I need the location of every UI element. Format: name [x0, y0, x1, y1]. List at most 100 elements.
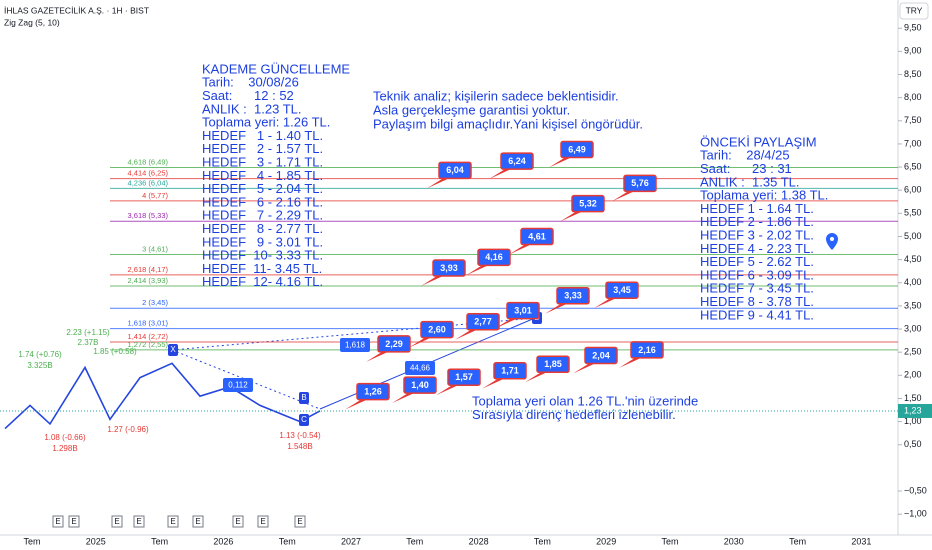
- update-note: HEDEF 8 - 2.77 TL.: [202, 221, 323, 236]
- target-callout: [500, 152, 534, 170]
- target-callout-label: 2,60: [428, 324, 446, 334]
- y-tick-label: 7,00: [904, 138, 922, 148]
- update-note: KADEME GÜNCELLEME: [202, 61, 350, 76]
- pivot-label: 2.37B: [78, 338, 99, 347]
- target-callout: [403, 376, 437, 394]
- callout-tail: [482, 378, 504, 389]
- event-marker-label: E: [55, 517, 60, 526]
- pivot-label: 1.08 (-0.66): [44, 433, 86, 442]
- target-callout: [571, 194, 605, 213]
- plot-layer: 4,618 (6,49) 4,414 (6,25)4,236 (6,04) 4 (5…: [0, 23, 932, 546]
- target-callout-label: 2,29: [385, 339, 403, 349]
- previous-note: HEDEF 6 - 3.09 TL.: [700, 267, 814, 282]
- target-callout: [493, 362, 527, 380]
- x-tick-label: Tem: [661, 536, 678, 546]
- update-note: HEDEF 5 - 2.04 TL.: [202, 181, 323, 196]
- event-marker[interactable]: [232, 515, 244, 528]
- event-marker[interactable]: [192, 515, 204, 528]
- pattern-point-box: [299, 414, 309, 426]
- pivot-label: 1.74 (+0.76): [18, 350, 62, 359]
- target-callout: [477, 248, 511, 267]
- chart-title: İHLAS GAZETECİLİK A.Ş. · 1H · BIST: [4, 5, 149, 15]
- previous-note: ANLIK : 1.35 TL.: [700, 174, 799, 189]
- pattern-point-box: [168, 344, 178, 356]
- projection-line: [171, 317, 536, 351]
- currency-box[interactable]: [899, 2, 929, 20]
- target-callout-label: 1,71: [501, 366, 519, 376]
- fib-label: 3 (4,61): [142, 245, 168, 254]
- info-badge: [405, 361, 435, 375]
- zigzag-line: [4, 362, 321, 430]
- target-callout-label: 3,01: [514, 305, 532, 315]
- fib-label: 1,414 (2,72): [128, 332, 169, 341]
- previous-note: HEDEF 2 - 1.86 TL.: [700, 214, 814, 229]
- event-marker[interactable]: [257, 515, 269, 528]
- target-callout-label: 1,57: [455, 372, 473, 382]
- y-tick-label: 3,50: [904, 300, 922, 310]
- y-tick-label: 6,50: [904, 161, 922, 171]
- x-tick-label: Tem: [279, 536, 296, 546]
- callout-tail: [392, 393, 414, 404]
- event-marker[interactable]: [167, 515, 179, 528]
- update-note: HEDEF 10- 3.33 TL.: [202, 248, 323, 263]
- target-callout: [536, 355, 570, 374]
- target-callout-label: 4,16: [485, 252, 503, 262]
- event-marker-label: E: [136, 517, 141, 526]
- target-callout: [356, 382, 390, 401]
- previous-note: HEDEF 1 - 1.64 TL.: [700, 201, 814, 216]
- fib-label: 2 (3,45): [142, 298, 168, 307]
- x-tick-label: 2030: [724, 536, 744, 546]
- previous-note: Toplama yeri: 1.38 TL.: [700, 188, 828, 203]
- update-note: HEDEF 1 - 1.40 TL.: [202, 128, 323, 143]
- callout-tail: [495, 318, 517, 329]
- y-tick-label: 7,50: [904, 115, 922, 125]
- y-tick-label: 9,50: [904, 23, 922, 33]
- event-marker-label: E: [260, 517, 265, 526]
- event-marker[interactable]: [111, 515, 123, 528]
- update-note: Tarih: 30/08/26: [202, 75, 299, 90]
- pattern-point: B: [301, 393, 306, 402]
- info-badge-label: 0,112: [228, 381, 248, 390]
- callout-tail: [421, 276, 443, 287]
- callout-tail: [366, 351, 388, 362]
- target-callout-label: 3,93: [440, 263, 458, 273]
- target-callout: [420, 320, 454, 339]
- pivot-label: 1.85 (+0.58): [93, 347, 137, 356]
- x-tick-label: 2029: [596, 536, 616, 546]
- y-tick-label: 5,50: [904, 208, 922, 218]
- target-callout-label: 2,77: [474, 317, 492, 327]
- event-marker[interactable]: [294, 515, 306, 528]
- target-callout-label: 5,76: [631, 178, 649, 188]
- y-tick-label: 0,50: [904, 439, 922, 449]
- y-tick-label: 1,50: [904, 393, 922, 403]
- event-marker[interactable]: [133, 515, 145, 528]
- last-price-label: 1,23: [904, 405, 922, 415]
- event-marker[interactable]: [52, 515, 64, 528]
- location-icon-dot: [830, 237, 834, 241]
- fib-label: 3,618 (5,33): [128, 211, 169, 220]
- update-note: HEDEF 4 - 1.85 TL.: [202, 168, 323, 183]
- pivot-label: 1.298B: [52, 444, 77, 453]
- target-callout-label: 1,40: [411, 380, 429, 390]
- target-callout: [556, 287, 590, 305]
- target-callout: [623, 174, 657, 193]
- bottom-note: Sırasıyla direnç hedefleri izlenebilir.: [472, 407, 676, 422]
- pivot-label: 3.325B: [27, 361, 52, 370]
- target-callout-label: 6,24: [508, 156, 526, 166]
- info-badge-label: 44,66: [410, 364, 431, 373]
- target-callout-label: 3,45: [613, 285, 631, 295]
- bottom-note: Toplama yeri olan 1.26 TL.'nin üzerinde: [472, 393, 698, 408]
- y-tick-label: 4,50: [904, 254, 922, 264]
- update-note: ANLIK : 1.23 TL.: [202, 101, 301, 116]
- pivot-label: 1.548B: [287, 442, 312, 451]
- x-tick-label: Tem: [406, 536, 423, 546]
- target-callout: [584, 346, 618, 365]
- target-callout-label: 3,33: [564, 291, 582, 301]
- fib-label: 2,414 (3,93): [128, 276, 169, 285]
- target-callout-label: 2,04: [592, 350, 610, 360]
- event-marker[interactable]: [68, 515, 80, 528]
- y-tick-label: 5,00: [904, 231, 922, 241]
- update-note: HEDEF 6 - 2.16 TL.: [202, 194, 323, 209]
